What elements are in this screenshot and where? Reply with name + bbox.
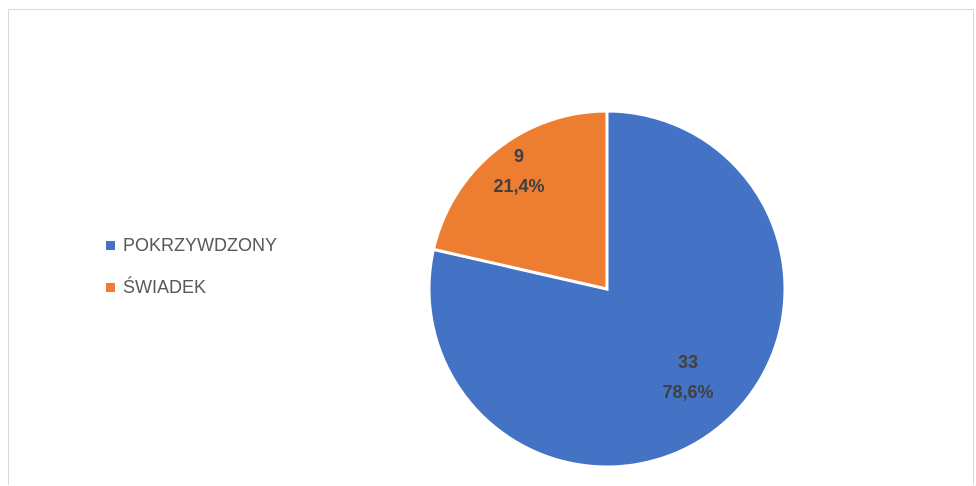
legend-item-pokrzywdzony: POKRZYWDZONY: [106, 232, 277, 258]
legend-label-swiadek: ŚWIADEK: [123, 276, 207, 297]
data-label-percent-0: 78,6%: [662, 382, 713, 402]
pie-slice-świadek: [431, 109, 609, 291]
legend: POKRZYWDZONY ŚWIADEK: [106, 232, 277, 316]
legend-swatch-swiadek: [106, 282, 115, 292]
legend-label-pokrzywdzony: POKRZYWDZONY: [123, 234, 278, 255]
data-label-percent-1: 21,4%: [493, 176, 544, 196]
legend-item-swiadek: ŚWIADEK: [106, 274, 277, 300]
legend-swatch-pokrzywdzony: [106, 240, 115, 250]
data-label-value-1: 9: [514, 146, 524, 166]
data-label-value-0: 33: [678, 352, 698, 372]
